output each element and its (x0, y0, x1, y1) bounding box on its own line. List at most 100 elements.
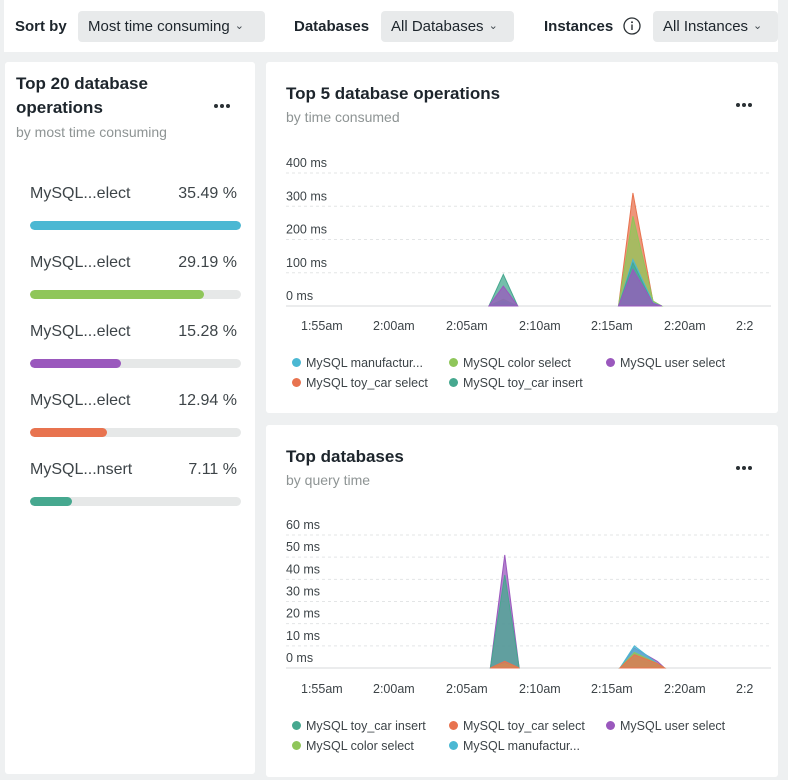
series-area[interactable] (487, 268, 662, 307)
card-title-line: operations (16, 98, 103, 117)
x-tick-label: 2:15am (591, 682, 633, 696)
legend-label: MySQL user select (620, 719, 726, 733)
legend-item[interactable]: MySQL color select (449, 356, 571, 370)
y-tick-label: 20 ms (286, 607, 320, 621)
databases-value: All Databases (391, 18, 484, 35)
legend-dot (292, 721, 301, 730)
y-tick-label: 200 ms (286, 223, 327, 237)
operation-bar-fill (30, 497, 73, 506)
x-tick-label: 2:2 (736, 682, 753, 696)
x-tick-label: 1:55am (301, 319, 343, 333)
y-tick-label: 300 ms (286, 189, 327, 203)
operation-name: MySQL...elect (30, 254, 131, 271)
sort-by-value: Most time consuming (88, 18, 230, 35)
more-options-icon[interactable] (214, 104, 232, 110)
operation-percent: 35.49 % (178, 185, 237, 202)
legend-dot (449, 378, 458, 387)
databases-label: Databases (294, 18, 370, 35)
operation-bar-fill (30, 359, 121, 368)
chevron-down-icon: ⌄ (234, 20, 244, 32)
legend-item[interactable]: MySQL user select (606, 719, 725, 733)
operation-percent: 15.28 % (178, 323, 237, 340)
more-options-icon[interactable] (736, 103, 754, 109)
operation-row[interactable]: MySQL...elect 35.49 % (25, 185, 241, 245)
x-tick-label: 2:2 (736, 319, 753, 333)
operation-row[interactable]: MySQL...elect 12.94 % (25, 392, 241, 452)
legend-dot (606, 721, 615, 730)
card-title-line: Top 20 database (16, 74, 148, 93)
legend-item[interactable]: MySQL manufactur... (292, 356, 423, 370)
y-tick-label: 0 ms (286, 651, 313, 665)
chevron-down-icon: ⌄ (488, 20, 498, 32)
legend-item[interactable]: MySQL toy_car insert (449, 376, 583, 390)
sort-by-dropdown[interactable]: Most time consuming ⌄ (78, 11, 265, 42)
legend-item[interactable]: MySQL toy_car select (292, 376, 428, 390)
legend-dot (292, 358, 301, 367)
legend-dot (292, 741, 301, 750)
legend-dot (292, 378, 301, 387)
operation-bar-track (30, 290, 241, 299)
legend-item[interactable]: MySQL color select (292, 739, 414, 753)
legend-label: MySQL manufactur... (306, 356, 423, 370)
x-tick-label: 1:55am (301, 682, 343, 696)
legend-label: MySQL color select (306, 739, 414, 753)
y-tick-label: 50 ms (286, 540, 320, 554)
card-title: Top 5 database operations (286, 84, 501, 103)
top5-operations-card: Top 5 database operations by time consum… (266, 62, 778, 413)
x-tick-label: 2:05am (446, 682, 488, 696)
top5-operations-chart: 400 ms 300 ms 200 ms 100 ms 0 ms 1:55am 2:00am… (286, 156, 771, 333)
operation-name: MySQL...nsert (30, 461, 133, 478)
operation-bar-track (30, 221, 241, 230)
legend-label: MySQL color select (463, 356, 571, 370)
y-tick-label: 40 ms (286, 562, 320, 576)
x-tick-label: 2:00am (373, 319, 415, 333)
x-tick-label: 2:05am (446, 319, 488, 333)
legend-item[interactable]: MySQL manufactur... (449, 739, 580, 753)
operation-name: MySQL...elect (30, 185, 131, 202)
x-tick-label: 2:10am (519, 319, 561, 333)
x-tick-label: 2:10am (519, 682, 561, 696)
legend-dot (449, 721, 458, 730)
operation-name: MySQL...elect (30, 392, 131, 409)
card-subtitle: by query time (286, 472, 371, 488)
chart-legend: MySQL manufactur... MySQL color select MyS… (292, 356, 772, 396)
more-options-icon[interactable] (736, 466, 754, 472)
y-tick-label: 100 ms (286, 256, 327, 270)
operation-row[interactable]: MySQL...elect 29.19 % (25, 254, 241, 314)
info-icon[interactable] (623, 17, 641, 35)
operation-percent: 12.94 % (178, 392, 237, 409)
operation-row[interactable]: MySQL...elect 15.28 % (25, 323, 241, 383)
series-area[interactable] (490, 654, 667, 669)
instances-label: Instances (544, 18, 614, 35)
sort-by-label: Sort by (15, 18, 67, 35)
operation-bar-fill (30, 290, 204, 299)
operation-name: MySQL...elect (30, 323, 131, 340)
legend-label: MySQL toy_car select (306, 376, 428, 390)
operation-row[interactable]: MySQL...nsert 7.11 % (25, 461, 241, 521)
x-tick-label: 2:15am (591, 319, 633, 333)
operation-bar-fill (30, 428, 107, 437)
legend-item[interactable]: MySQL toy_car insert (292, 719, 426, 733)
operation-bar-fill (30, 221, 241, 230)
instances-dropdown[interactable]: All Instances ⌄ (653, 11, 778, 42)
legend-label: MySQL user select (620, 356, 726, 370)
y-tick-label: 0 ms (286, 289, 313, 303)
y-tick-label: 400 ms (286, 156, 327, 170)
x-tick-label: 2:00am (373, 682, 415, 696)
instances-value: All Instances (663, 18, 749, 35)
legend-label: MySQL manufactur... (463, 739, 580, 753)
databases-dropdown[interactable]: All Databases ⌄ (381, 11, 514, 42)
card-title: Top databases (286, 447, 404, 466)
card-subtitle: by most time consuming (16, 124, 167, 140)
legend-label: MySQL toy_car insert (463, 376, 583, 390)
legend-dot (606, 358, 615, 367)
legend-item[interactable]: MySQL user select (606, 356, 725, 370)
legend-label: MySQL toy_car select (463, 719, 585, 733)
card-subtitle: by time consumed (286, 109, 400, 125)
x-tick-label: 2:20am (664, 319, 706, 333)
chevron-down-icon: ⌄ (753, 20, 763, 32)
y-tick-label: 60 ms (286, 518, 320, 532)
y-tick-label: 10 ms (286, 629, 320, 643)
legend-item[interactable]: MySQL toy_car select (449, 719, 585, 733)
legend-dot (449, 358, 458, 367)
